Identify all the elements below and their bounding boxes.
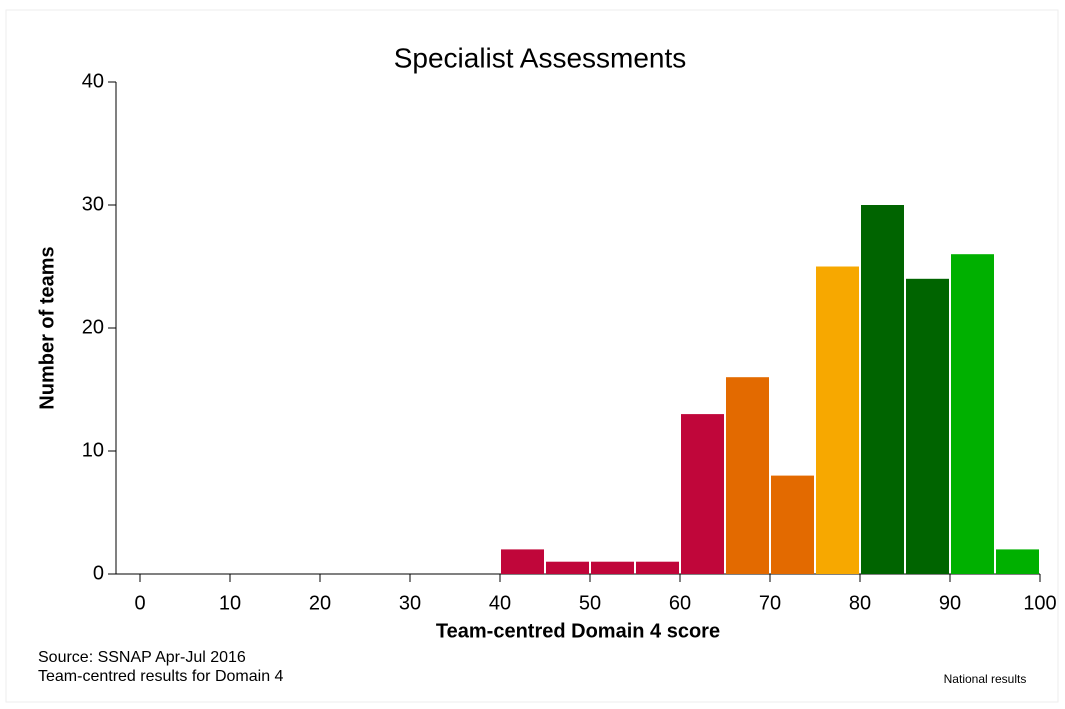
y-axis-label: Number of teams <box>36 246 58 409</box>
x-tick-label: 70 <box>759 592 781 614</box>
chart-title: Specialist Assessments <box>394 42 687 73</box>
frame <box>5 9 1059 703</box>
y-tick-label: 20 <box>82 316 104 338</box>
x-tick-label: 80 <box>849 592 871 614</box>
bar <box>681 414 724 574</box>
y-tick-label: 40 <box>82 70 104 92</box>
x-tick-label: 30 <box>399 592 421 614</box>
x-tick-label: 60 <box>669 592 691 614</box>
bar <box>636 561 679 574</box>
x-tick-label: 0 <box>134 592 145 614</box>
bar <box>591 561 634 574</box>
y-tick-label: 30 <box>82 193 104 215</box>
bar <box>726 377 769 574</box>
x-tick-label: 40 <box>489 592 511 614</box>
bar <box>951 254 994 574</box>
bar <box>996 549 1039 574</box>
x-tick-label: 20 <box>309 592 331 614</box>
y-tick-label: 0 <box>93 562 104 584</box>
source-note: Team-centred results for Domain 4 <box>38 668 284 685</box>
y-tick-label: 10 <box>82 439 104 461</box>
bar <box>501 549 544 574</box>
bar <box>861 205 904 574</box>
bar <box>906 278 949 574</box>
bar <box>546 561 589 574</box>
bar <box>771 475 814 574</box>
x-tick-label: 50 <box>579 592 601 614</box>
x-tick-label: 90 <box>939 592 961 614</box>
bar <box>816 266 859 574</box>
x-tick-label: 10 <box>219 592 241 614</box>
x-tick-label: 100 <box>1023 592 1056 614</box>
source-note: Source: SSNAP Apr-Jul 2016 <box>38 649 246 666</box>
x-axis-label: Team-centred Domain 4 score <box>436 620 720 642</box>
corner-note: National results <box>944 672 1027 686</box>
